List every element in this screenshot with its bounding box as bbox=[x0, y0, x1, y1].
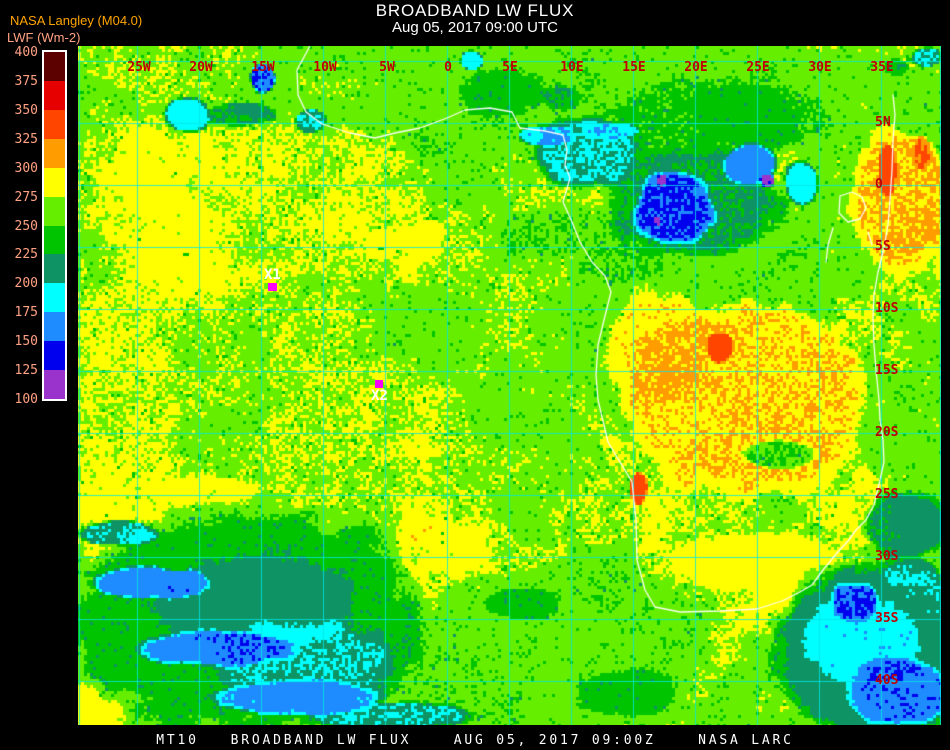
longitude-label: 15W bbox=[251, 60, 275, 75]
colorbar-segment bbox=[44, 52, 65, 81]
colorbar-segment bbox=[44, 138, 65, 168]
marker-x1-square bbox=[268, 283, 277, 291]
longitude-label: 30E bbox=[808, 60, 832, 75]
longitude-label: 15E bbox=[622, 60, 646, 75]
longitude-label: 25E bbox=[746, 60, 770, 75]
latitude-label: 35S bbox=[875, 611, 899, 626]
colorbar-tick-label: 400 bbox=[14, 45, 38, 60]
colorbar-segment bbox=[44, 109, 65, 139]
latitude-label: 15S bbox=[875, 363, 899, 378]
latitude-label: 5S bbox=[875, 239, 891, 254]
latitude-label: 5N bbox=[875, 115, 891, 130]
colorbar-tick-label: 375 bbox=[14, 73, 38, 89]
marker-x2-square bbox=[375, 380, 383, 388]
colorbar-tick-label: 250 bbox=[14, 218, 38, 234]
colorbar-tick-label: 150 bbox=[14, 334, 38, 350]
latitude-label: 25S bbox=[875, 487, 899, 502]
status-bar-text: MT10 BROADBAND LW FLUX AUG 05, 2017 09:0… bbox=[156, 733, 794, 748]
longitude-label: 25W bbox=[127, 60, 151, 75]
colorbar-segment bbox=[44, 312, 65, 342]
colorbar-tick-label: 325 bbox=[14, 131, 38, 147]
longitude-label: 20W bbox=[189, 60, 213, 75]
product-label: NASA Langley (M04.0) bbox=[10, 13, 143, 28]
latitude-label: 10S bbox=[875, 301, 899, 316]
colorbar-segment bbox=[44, 80, 65, 110]
colorbar-tick-label: 200 bbox=[14, 276, 38, 292]
colorbar-tick-label: 275 bbox=[14, 189, 38, 205]
colorbar-tick-label: 125 bbox=[14, 363, 38, 379]
colorbar bbox=[42, 50, 67, 401]
latitude-label: 20S bbox=[875, 425, 899, 440]
flux-map-canvas bbox=[78, 46, 941, 725]
longitude-label: 5W bbox=[379, 60, 395, 75]
units-label: LWF (Wm-2) bbox=[7, 30, 81, 45]
longitude-label: 10W bbox=[313, 60, 337, 75]
colorbar-segment bbox=[44, 196, 65, 226]
colorbar-segment bbox=[44, 283, 65, 313]
colorbar-tick-label: 300 bbox=[14, 160, 38, 176]
colorbar-segment bbox=[44, 167, 65, 197]
longitude-label: 0 bbox=[444, 60, 452, 75]
colorbar-segment bbox=[44, 225, 65, 255]
latitude-label: 40S bbox=[875, 673, 899, 688]
colorbar-segment bbox=[44, 254, 65, 284]
marker-x1-label: X1 bbox=[264, 267, 281, 283]
colorbar-tick-label: 100 bbox=[14, 392, 38, 407]
marker-x2-label: X2 bbox=[371, 388, 388, 404]
status-bar: MT10 BROADBAND LW FLUX AUG 05, 2017 09:0… bbox=[0, 727, 950, 750]
longitude-label: 5E bbox=[502, 60, 518, 75]
colorbar-tick-label: 350 bbox=[14, 102, 38, 118]
longitude-label: 20E bbox=[684, 60, 708, 75]
page-title: BROADBAND LW FLUX bbox=[375, 1, 575, 20]
latitude-label: 30S bbox=[875, 549, 899, 564]
page-subtitle: Aug 05, 2017 09:00 UTC bbox=[392, 19, 558, 36]
colorbar-tick-label: 175 bbox=[14, 305, 38, 321]
longitude-label: 35E bbox=[870, 60, 894, 75]
colorbar-segment bbox=[44, 370, 65, 400]
colorbar-segment bbox=[44, 341, 65, 371]
longitude-label: 10E bbox=[560, 60, 584, 75]
latitude-label: 0 bbox=[875, 177, 883, 192]
colorbar-tick-label: 225 bbox=[14, 247, 38, 263]
